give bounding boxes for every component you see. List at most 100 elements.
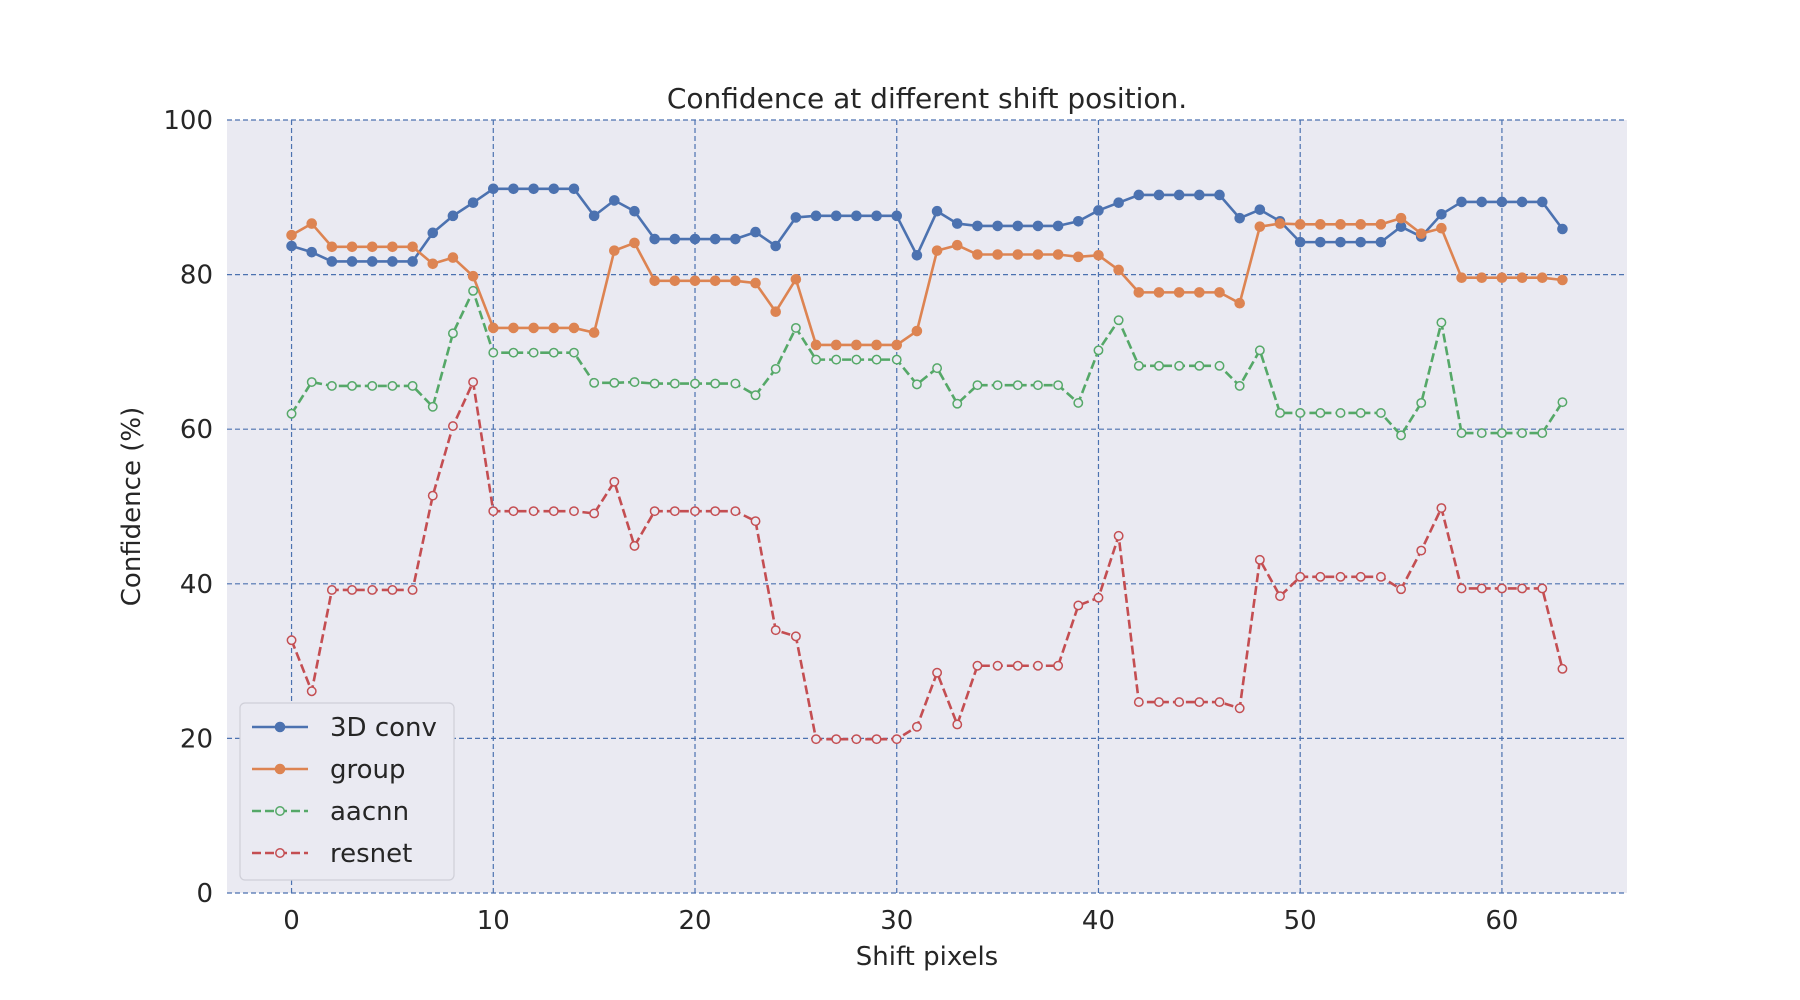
data-point-3d-conv [1214, 189, 1225, 201]
data-point-3d-conv [1557, 223, 1568, 235]
data-point-aacnn [1194, 360, 1205, 371]
data-point-aacnn [1295, 408, 1306, 418]
data-point-group [1194, 287, 1205, 298]
data-point-aacnn [1375, 408, 1386, 418]
data-point-resnet [871, 734, 882, 745]
series-line-resnet [290, 380, 1564, 741]
data-point-group [1415, 228, 1427, 239]
data-point-3d-conv [1315, 236, 1326, 248]
data-point-aacnn [1335, 408, 1346, 418]
chart-title: Confidence at different shift position. [667, 82, 1187, 115]
data-point-3d-conv [407, 256, 418, 267]
data-point-3d-conv [1456, 196, 1467, 208]
data-point-resnet [1275, 591, 1285, 602]
data-point-group [1456, 272, 1467, 283]
data-point-3d-conv [487, 183, 499, 195]
data-point-group [851, 339, 862, 351]
y-tick-label: 80 [180, 261, 213, 291]
data-point-group [730, 275, 741, 287]
data-point-3d-conv [1012, 220, 1024, 232]
data-point-resnet [1214, 697, 1225, 708]
data-point-3d-conv [508, 183, 519, 195]
data-point-resnet [407, 585, 418, 595]
data-point-3d-conv [629, 205, 640, 217]
data-point-3d-conv [750, 226, 761, 238]
data-point-aacnn [569, 347, 579, 358]
data-point-group [467, 270, 479, 282]
data-point-3d-conv [1294, 236, 1306, 248]
data-point-resnet [548, 506, 559, 517]
legend-label: aacnn [330, 797, 409, 827]
data-point-group [1153, 287, 1165, 298]
series-line-3d-conv [291, 187, 1564, 263]
y-axis-label: Confidence (%) [117, 407, 147, 606]
data-point-resnet [1295, 571, 1306, 582]
legend-item-resnet: resnet [252, 839, 412, 869]
data-point-resnet [1396, 584, 1407, 595]
data-point-resnet [1174, 697, 1185, 708]
data-point-resnet [952, 719, 963, 730]
data-point-resnet [649, 506, 660, 517]
data-point-group [709, 275, 721, 287]
data-point-group [931, 245, 943, 256]
data-point-resnet [690, 506, 700, 517]
tick-labels: 0 10 20 30 40 50 60 0 20 40 60 80 100 [163, 106, 1518, 936]
data-point-resnet [1476, 583, 1487, 594]
data-point-aacnn [1214, 360, 1225, 371]
data-point-resnet [972, 660, 983, 671]
data-point-3d-conv [689, 233, 701, 245]
data-point-aacnn [911, 379, 922, 390]
data-point-group [1476, 272, 1488, 283]
data-point-aacnn [306, 377, 317, 387]
series-resnet [286, 377, 1568, 745]
data-point-group [951, 239, 963, 251]
data-point-aacnn [367, 380, 378, 391]
data-point-aacnn [508, 347, 519, 358]
data-point-3d-conv [911, 249, 923, 261]
data-point-resnet [488, 506, 499, 517]
data-point-3d-conv [1194, 189, 1205, 201]
data-point-aacnn [1093, 345, 1104, 356]
data-point-3d-conv [931, 205, 943, 217]
data-point-group [568, 322, 580, 334]
data-point-resnet [427, 490, 438, 501]
series-line-aacnn [290, 289, 1564, 437]
data-point-group [387, 241, 398, 253]
data-point-aacnn [1476, 428, 1487, 439]
data-point-group [1294, 219, 1306, 230]
data-point-3d-conv [851, 210, 862, 222]
data-point-resnet [851, 734, 862, 745]
data-point-group [1113, 264, 1124, 276]
data-point-aacnn [1234, 380, 1245, 391]
legend-label: resnet [330, 839, 412, 869]
data-point-aacnn [1275, 408, 1285, 418]
data-point-3d-conv [387, 256, 398, 267]
data-point-group [588, 327, 600, 338]
data-point-3d-conv [810, 210, 822, 222]
data-point-3d-conv [770, 240, 782, 252]
data-point-resnet [1254, 554, 1265, 565]
data-point-3d-conv [346, 256, 358, 267]
legend-item-3d-conv: 3D conv [252, 713, 437, 743]
data-point-resnet [367, 585, 378, 595]
data-point-3d-conv [871, 210, 882, 222]
data-point-3d-conv [1052, 220, 1064, 232]
data-point-group [487, 322, 499, 334]
data-point-group [548, 322, 560, 334]
data-point-3d-conv [1153, 189, 1165, 201]
gridlines [227, 119, 1627, 894]
data-point-3d-conv [306, 246, 318, 258]
data-point-aacnn [468, 285, 479, 296]
x-axis-label: Shift pixels [856, 942, 998, 972]
data-point-group [1395, 212, 1407, 224]
legend-box [239, 702, 455, 881]
legend-marker [274, 763, 286, 775]
data-point-3d-conv [528, 183, 539, 195]
data-point-3d-conv [790, 212, 802, 223]
data-point-group [1214, 287, 1225, 298]
data-point-group [992, 249, 1003, 260]
legend-label: 3D conv [330, 713, 437, 743]
data-point-3d-conv [730, 233, 741, 245]
data-point-group [1496, 272, 1508, 283]
data-point-aacnn [1012, 380, 1023, 391]
